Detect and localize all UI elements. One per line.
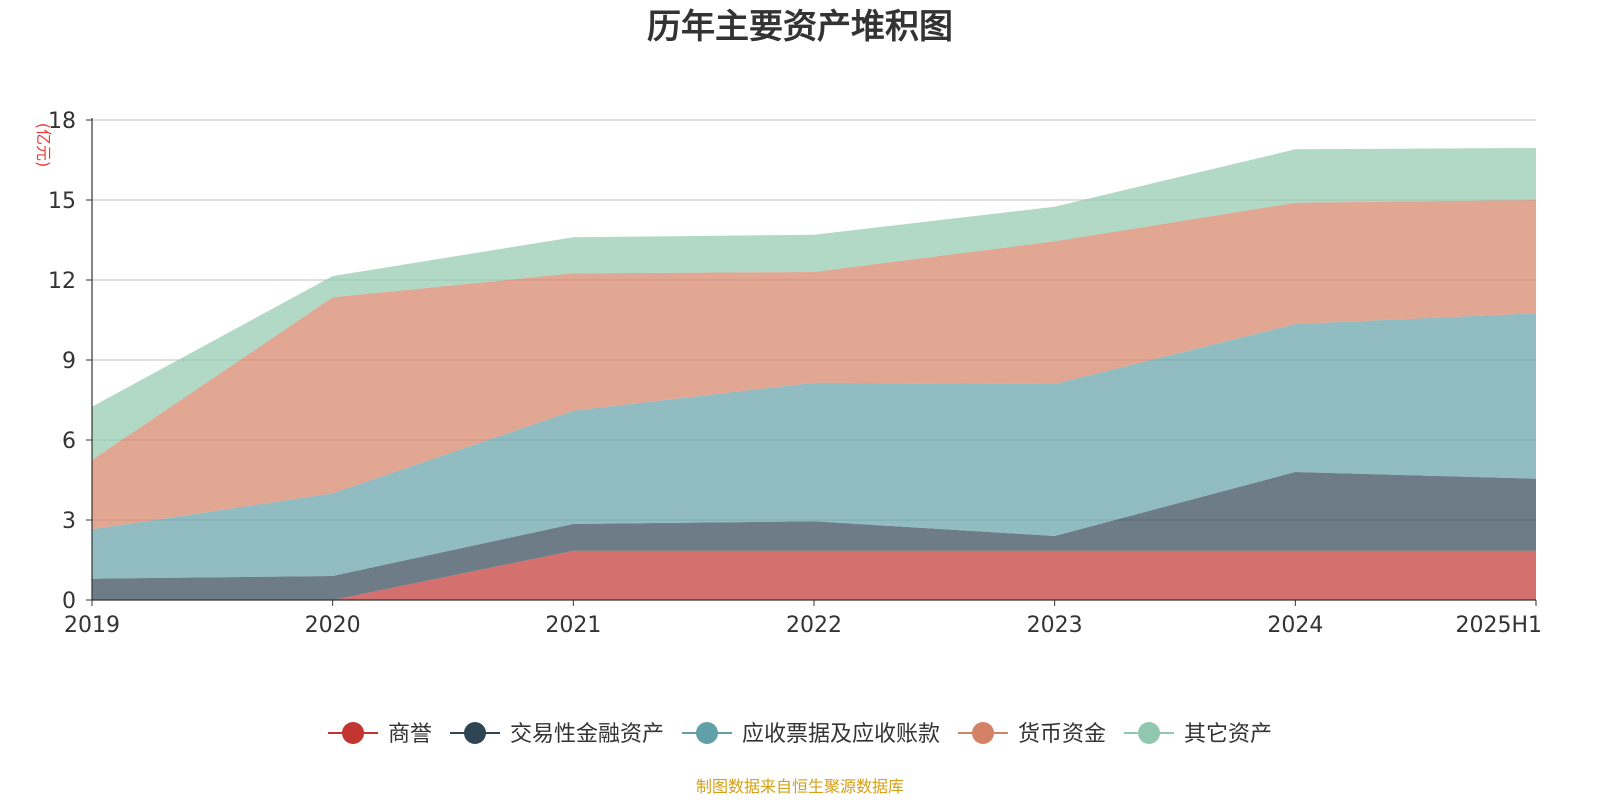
x-tick-label: 2021 xyxy=(545,613,601,638)
legend-marker xyxy=(464,722,486,744)
y-tick-label: 18 xyxy=(48,109,76,134)
legend-label: 商誉 xyxy=(388,722,432,747)
legend-item-4[interactable]: 货币资金 xyxy=(958,722,1106,747)
y-tick-label: 6 xyxy=(62,429,76,454)
y-tick-label: 0 xyxy=(62,589,76,614)
y-tick-label: 9 xyxy=(62,349,76,374)
area-series-3 xyxy=(92,313,1536,579)
x-tick-label: 2022 xyxy=(786,613,842,638)
area-series xyxy=(92,148,1536,600)
legend-marker xyxy=(342,722,364,744)
legend-label: 其它资产 xyxy=(1184,722,1272,747)
y-axis-unit: (亿元) xyxy=(34,123,53,168)
legend-label: 交易性金融资产 xyxy=(510,722,664,747)
area-series-4 xyxy=(92,200,1536,530)
x-tick-label: 2025H1 xyxy=(1455,613,1542,638)
axes: 0 3 6 9 12 15 18 2019 2020 2021 2022 2023 2024 2025H1 xyxy=(48,109,1542,638)
y-tick-label: 3 xyxy=(62,509,76,534)
x-tick-label: 2023 xyxy=(1027,613,1083,638)
x-tick-label: 2020 xyxy=(305,613,361,638)
y-tick-label: 12 xyxy=(48,269,76,294)
data-source-note: 制图数据来自恒生聚源数据库 xyxy=(696,777,904,796)
legend-item-3[interactable]: 应收票据及应收账款 xyxy=(682,722,940,747)
area-series-5 xyxy=(92,148,1536,460)
legend[interactable]: 商誉 交易性金融资产 应收票据及应收账款 货币资金 其它资产 xyxy=(328,722,1272,747)
y-tick-label: 15 xyxy=(48,189,76,214)
legend-marker xyxy=(696,722,718,744)
legend-item-1[interactable]: 商誉 xyxy=(328,722,432,747)
chart-title: 历年主要资产堆积图 xyxy=(647,7,953,47)
legend-label: 应收票据及应收账款 xyxy=(742,722,940,747)
area-series-1 xyxy=(92,550,1536,600)
legend-marker xyxy=(972,722,994,744)
legend-marker xyxy=(1138,722,1160,744)
legend-label: 货币资金 xyxy=(1018,722,1106,747)
x-tick-label: 2019 xyxy=(64,613,120,638)
x-tick-label: 2024 xyxy=(1267,613,1323,638)
legend-item-2[interactable]: 交易性金融资产 xyxy=(450,722,664,747)
legend-item-5[interactable]: 其它资产 xyxy=(1124,722,1272,747)
